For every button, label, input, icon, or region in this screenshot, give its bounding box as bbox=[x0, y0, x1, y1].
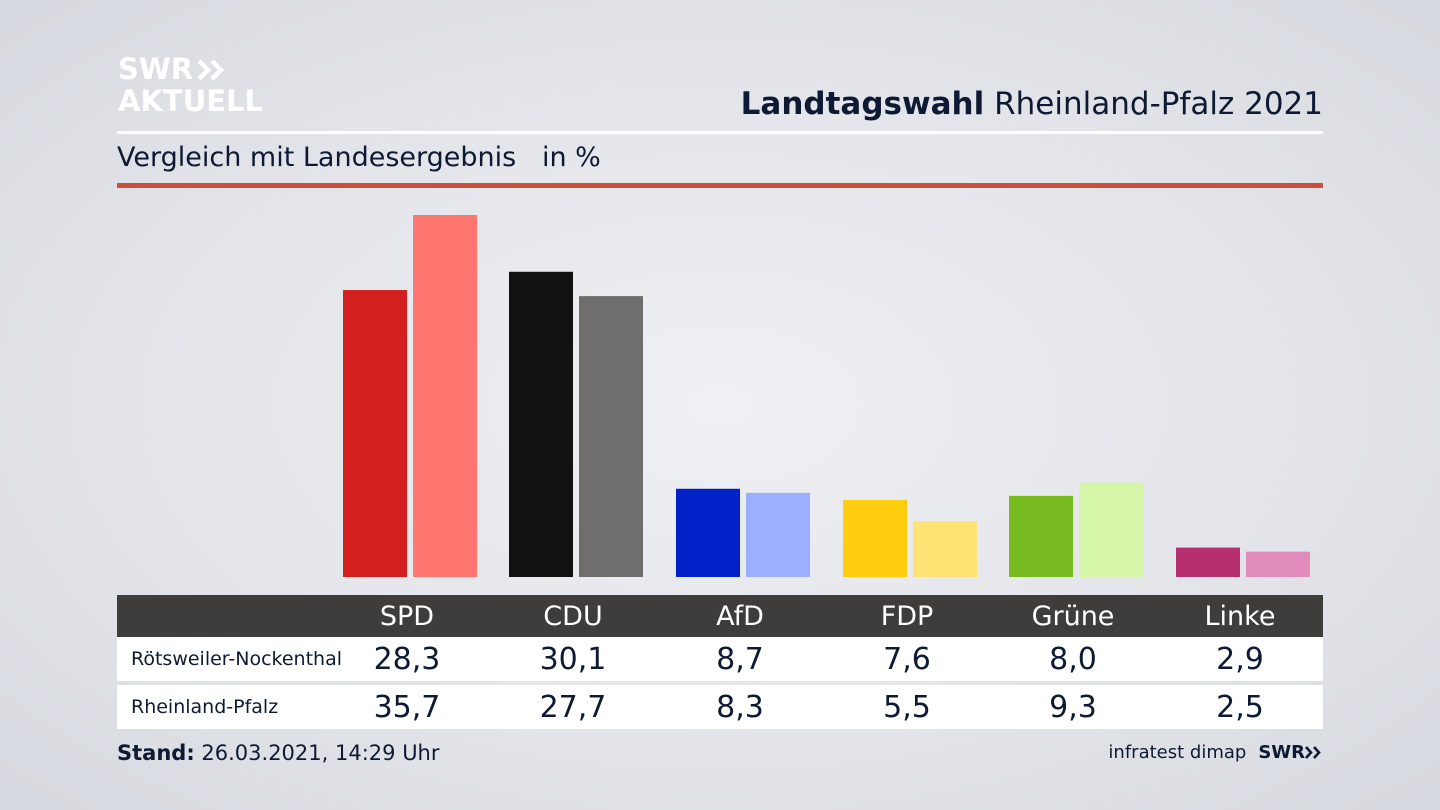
bar-afd-local bbox=[676, 488, 740, 577]
accent-divider bbox=[117, 183, 1323, 188]
table-cell: 2,5 bbox=[1216, 689, 1264, 725]
table-header: SPD CDU AfD FDP Grüne Linke bbox=[117, 595, 1323, 637]
bar-fdp-state bbox=[913, 521, 977, 577]
row-label: Rötsweiler-Nockenthal bbox=[131, 648, 343, 670]
table-cell: 8,7 bbox=[716, 641, 764, 677]
swr-footer-text: SWR bbox=[1258, 742, 1305, 763]
title-rest: Rheinland-Pfalz 2021 bbox=[994, 86, 1323, 122]
bar-cdu-local bbox=[509, 271, 573, 577]
table-cell: 35,7 bbox=[373, 689, 441, 725]
source-text: infratest dimap bbox=[1108, 742, 1247, 763]
swr-footer-logo: SWR bbox=[1258, 742, 1323, 763]
column-header: AfD bbox=[716, 600, 764, 632]
table-cell: 28,3 bbox=[373, 641, 441, 677]
column-header: Grüne bbox=[1031, 600, 1115, 632]
results-table: SPD CDU AfD FDP Grüne Linke Rötsweiler-Nocken… bbox=[117, 595, 1323, 729]
double-chevron-icon bbox=[1305, 746, 1321, 759]
subtitle: Vergleich mit Landesergebnis in % bbox=[117, 142, 601, 173]
table-cell: 9,3 bbox=[1049, 689, 1097, 725]
bar-linke-state bbox=[1246, 551, 1310, 577]
table-cell: 2,9 bbox=[1216, 641, 1264, 677]
column-header: SPD bbox=[379, 600, 435, 632]
stand-label: Stand: bbox=[117, 741, 195, 765]
table-row: Rötsweiler-Nockenthal 28,3 30,1 8,7 7,6 8,0 2… bbox=[117, 637, 1323, 681]
swr-aktuell-logo: SWR AKTUELL bbox=[118, 55, 263, 116]
subtitle-text: Vergleich mit Landesergebnis bbox=[117, 142, 517, 173]
bar-cdu-state bbox=[579, 296, 643, 577]
bar-fdp-local bbox=[843, 499, 907, 577]
table-row: Rheinland-Pfalz 35,7 27,7 8,3 5,5 9,3 2,5 bbox=[117, 685, 1323, 729]
double-chevron-icon bbox=[197, 58, 225, 81]
column-header: FDP bbox=[880, 600, 934, 632]
timestamp: Stand: 26.03.2021, 14:29 Uhr bbox=[117, 741, 440, 765]
bar-spd-local bbox=[343, 290, 407, 577]
bar-grüne-local bbox=[1009, 495, 1073, 577]
source-credit: infratest dimap SWR bbox=[1108, 742, 1323, 763]
column-header: CDU bbox=[543, 600, 603, 632]
subtitle-unit: in % bbox=[541, 142, 601, 173]
title-bold: Landtagswahl bbox=[740, 86, 985, 122]
logo-line2: AKTUELL bbox=[118, 84, 264, 118]
column-header: Linke bbox=[1204, 600, 1276, 632]
table-cell: 8,3 bbox=[716, 689, 764, 725]
table-cell: 7,6 bbox=[883, 641, 931, 677]
bar-afd-state bbox=[746, 492, 810, 577]
row-label: Rheinland-Pfalz bbox=[131, 696, 279, 718]
table-cell: 5,5 bbox=[883, 689, 931, 725]
stand-value: 26.03.2021, 14:29 Uhr bbox=[201, 741, 440, 765]
bar-spd-state bbox=[413, 215, 477, 577]
header-divider bbox=[117, 131, 1323, 134]
logo-line1: SWR bbox=[118, 52, 194, 86]
table-cell: 27,7 bbox=[539, 689, 607, 725]
table-cell: 8,0 bbox=[1049, 641, 1097, 677]
bar-grüne-state bbox=[1079, 482, 1143, 577]
bar-linke-local bbox=[1176, 547, 1240, 577]
table-cell: 30,1 bbox=[539, 641, 607, 677]
page-title: Landtagswahl Rheinland-Pfalz 2021 bbox=[741, 86, 1323, 122]
